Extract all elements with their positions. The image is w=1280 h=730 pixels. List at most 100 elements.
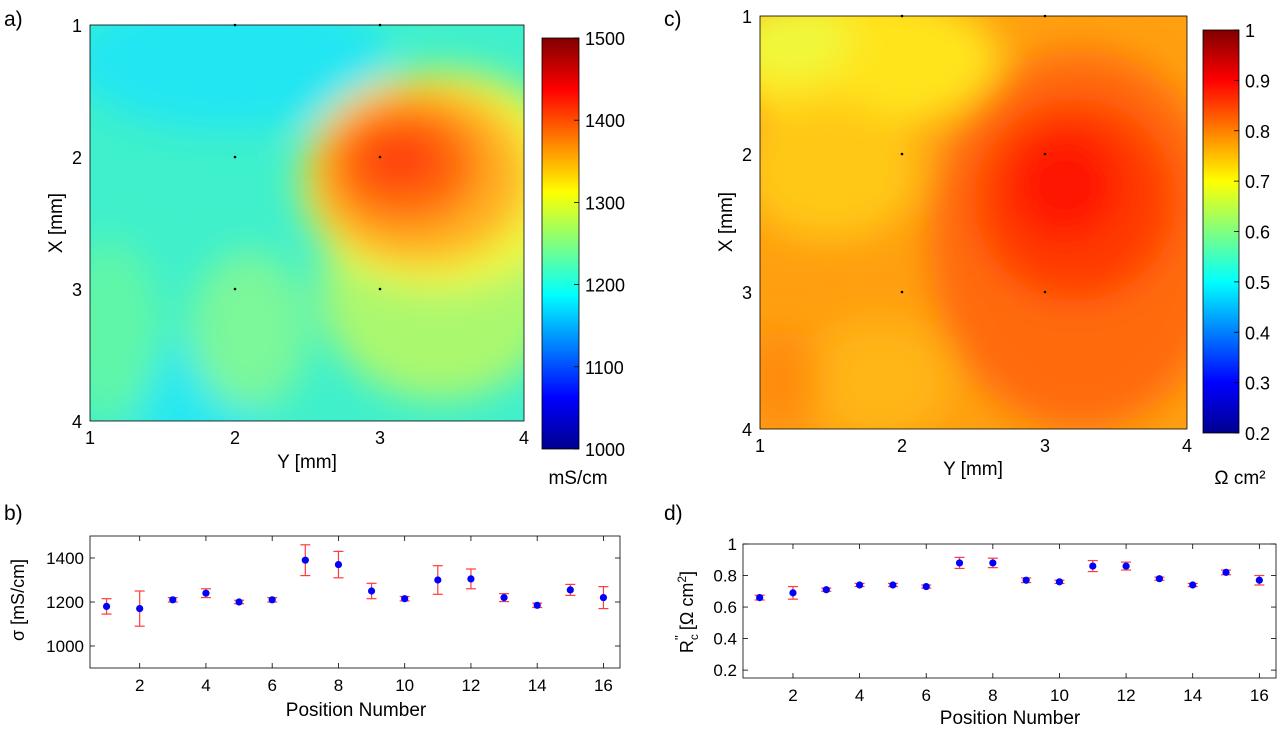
a-xtick-2: 2 [230, 428, 240, 448]
d-xtick-label: 4 [855, 686, 864, 705]
d-ylabel: Rc'' [Ω cm2] [672, 571, 701, 653]
c-xtick-3: 3 [1040, 436, 1050, 456]
c-colorbar-label: Ω cm² [1214, 468, 1265, 489]
c-ytick-4: 4 [742, 420, 752, 440]
b-data-point [500, 594, 508, 602]
panel-d: 0.20.40.60.812 4 6 8 10 12 14 16 Position Numbe… [672, 535, 1277, 729]
panel-c: 1 2 3 4 1 2 3 4 Y [mm] X [mm] 0.2 0.3 0.4 0… [716, 7, 1270, 489]
d-data-point [1122, 562, 1130, 570]
c-colorbar-tick: 0.7 [1245, 172, 1270, 192]
d-ytick-label: 0.4 [713, 630, 737, 649]
d-xtick-label: 2 [788, 686, 797, 705]
d-data-point [1055, 578, 1064, 586]
d-data-point [789, 589, 797, 597]
c-xtick-4: 4 [1182, 436, 1192, 456]
heatmap-c-field [760, 16, 1187, 429]
b-data-point [434, 576, 442, 584]
b-data-point [367, 587, 376, 595]
c-ytick-2: 2 [742, 145, 752, 165]
b-xlabel: Position Number [286, 700, 427, 721]
c-colorbar [1202, 29, 1240, 434]
panel-label-c: c) [664, 8, 682, 31]
b-data-point [268, 596, 276, 604]
d-ylabel-subscript: c [687, 634, 701, 640]
b-data-point [401, 595, 409, 603]
d-xtick-label: 8 [988, 686, 997, 705]
d-data-point [1022, 576, 1030, 584]
b-data-point [334, 561, 343, 569]
d-xtick-label: 6 [921, 686, 930, 705]
a-xtick-1: 1 [85, 428, 95, 448]
a-ytick-4: 4 [72, 412, 82, 432]
c-colorbar-tick: 0.5 [1245, 273, 1270, 293]
d-xtick-label: 12 [1117, 686, 1136, 705]
c-colorbar-tick: 1 [1245, 21, 1255, 41]
d-data-point [822, 586, 830, 594]
panel-a: 1 2 3 4 1 2 3 4 Y [mm] X [mm] 1000 1100 12… [46, 16, 625, 489]
b-ytick-label: 1400 [46, 549, 84, 568]
b-xtick-label: 12 [461, 676, 480, 695]
a-colorbar [541, 37, 580, 450]
b-xtick-label: 4 [201, 676, 210, 695]
a-colorbar-tick: 1100 [585, 358, 624, 378]
panel-label-a: a) [4, 8, 23, 31]
d-ytick-label: 1 [728, 535, 737, 554]
a-colorbar-tick: 1400 [585, 111, 625, 131]
d-xtick-label: 10 [1050, 686, 1069, 705]
b-xtick-label: 16 [594, 676, 613, 695]
b-data-point [235, 598, 243, 606]
b-xtick-label: 8 [334, 676, 343, 695]
d-ylabel-unit: [Ω cm [677, 583, 697, 635]
b-xtick-label: 10 [395, 676, 414, 695]
d-data-point [1155, 575, 1164, 583]
b-data-point [169, 596, 177, 604]
d-data-point [989, 559, 997, 567]
a-ytick-3: 3 [72, 280, 82, 300]
c-ytick-1: 1 [742, 7, 752, 27]
d-ylabel-unit-close: ] [677, 571, 697, 576]
d-data-point [1255, 576, 1263, 584]
d-ytick-label: 0.6 [713, 598, 737, 617]
a-colorbar-tick: 1000 [585, 440, 625, 460]
b-data-point [301, 556, 309, 564]
c-ylabel: X [mm] [716, 192, 737, 252]
heatmap-a-field [90, 25, 524, 421]
b-data-point [599, 594, 608, 602]
c-xtick-2: 2 [897, 436, 907, 456]
a-xtick-3: 3 [375, 428, 385, 448]
d-xtick-label: 16 [1250, 686, 1269, 705]
d-data-point [756, 594, 764, 602]
a-xtick-4: 4 [519, 428, 529, 448]
d-xlabel: Position Number [940, 708, 1081, 729]
b-data-point [102, 602, 111, 611]
d-ytick-label: 0.2 [713, 661, 737, 680]
c-colorbar-tick: 0.2 [1245, 424, 1270, 444]
d-data-point [1189, 581, 1197, 589]
a-colorbar-tick: 1200 [585, 276, 625, 296]
a-xlabel: Y [mm] [277, 452, 337, 473]
a-colorbar-tick: 1300 [585, 193, 625, 213]
c-colorbar-tick: 0.6 [1245, 223, 1270, 243]
d-data-point [1089, 562, 1097, 570]
b-ytick-label: 1200 [46, 593, 84, 612]
panel-label-d: d) [664, 502, 683, 525]
b-xtick-label: 6 [267, 676, 276, 695]
panel-label-b: b) [4, 502, 23, 525]
b-data-point [136, 605, 144, 613]
b-ytick-label: 1000 [46, 637, 84, 656]
panel-b: 1000 1200 1400 2 4 6 8 10 12 14 16 Position Number… [8, 535, 621, 721]
d-data-point [855, 581, 864, 589]
d-ylabel-unit-exp: 2 [675, 576, 689, 583]
a-colorbar-tick: 1500 [585, 29, 625, 49]
a-ytick-2: 2 [72, 148, 82, 168]
c-colorbar-tick: 0.9 [1245, 71, 1270, 91]
b-xtick-label: 2 [135, 676, 144, 695]
c-xtick-1: 1 [755, 436, 765, 456]
c-colorbar-tick: 0.8 [1245, 122, 1270, 142]
c-colorbar-tick: 0.3 [1245, 374, 1270, 394]
b-data-point [533, 601, 541, 609]
d-ylabel-symbol: R [677, 640, 697, 653]
d-xtick-label: 14 [1183, 686, 1202, 705]
b-ylabel: σ [mS/cm] [8, 559, 28, 641]
